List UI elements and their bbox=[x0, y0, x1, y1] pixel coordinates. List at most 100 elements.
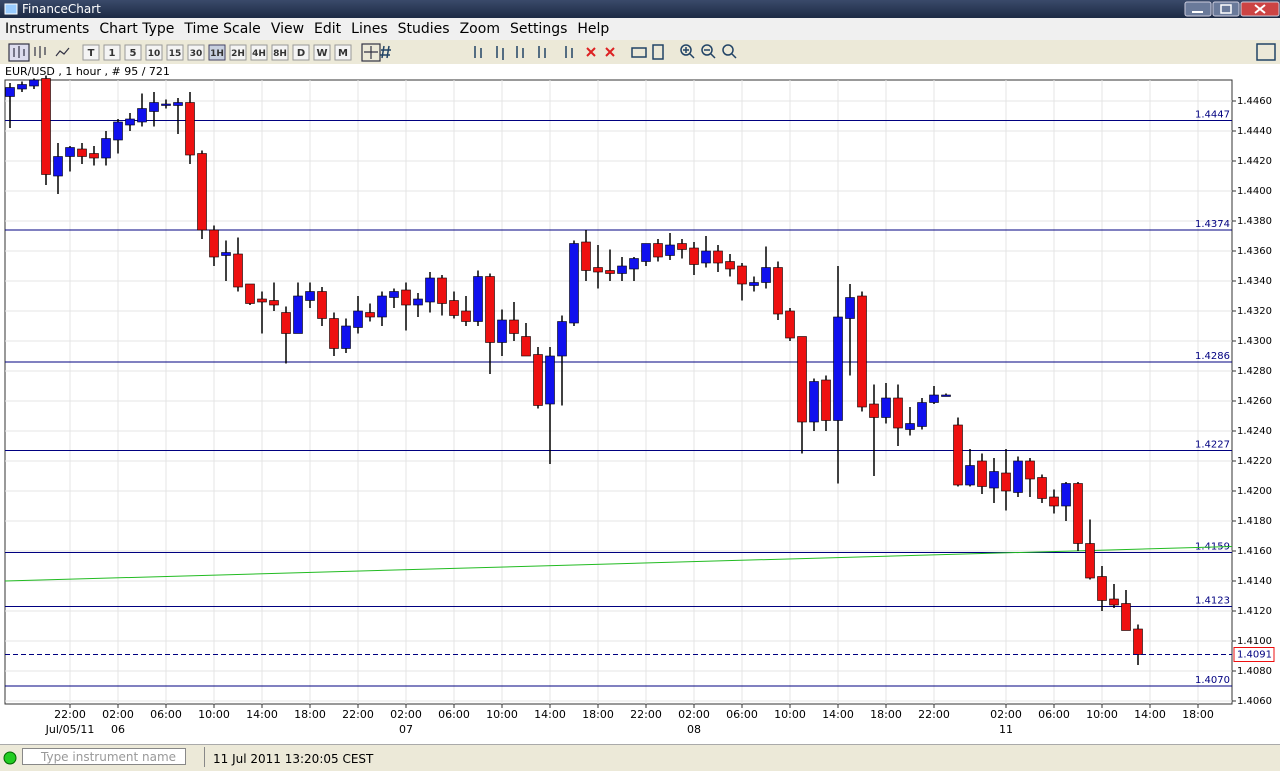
zoom-in-button[interactable] bbox=[680, 44, 692, 56]
candle-body bbox=[353, 310, 363, 328]
candle-body bbox=[833, 316, 843, 421]
x-tick-label: 14:00 bbox=[534, 708, 566, 721]
candle-body bbox=[497, 319, 507, 343]
candle-body bbox=[857, 295, 867, 408]
grid-button[interactable] bbox=[380, 45, 391, 59]
maximize-button[interactable] bbox=[1212, 1, 1240, 17]
zoom-out-button[interactable] bbox=[701, 44, 713, 56]
candle-body bbox=[1073, 483, 1083, 544]
candle-body bbox=[485, 276, 495, 343]
window-title: FinanceChart bbox=[22, 2, 101, 16]
candle-body bbox=[257, 298, 267, 303]
timeframe-button[interactable] bbox=[313, 44, 331, 61]
timeframe-button[interactable] bbox=[334, 44, 352, 61]
level-label: 1.4286 bbox=[1195, 351, 1230, 362]
delete-all-button[interactable] bbox=[605, 47, 615, 57]
y-tick-label: 1.4080 bbox=[1237, 666, 1272, 677]
timeframe-button[interactable] bbox=[124, 44, 142, 61]
candle-body bbox=[641, 243, 651, 262]
candle-body bbox=[161, 103, 171, 106]
window-controls bbox=[1184, 1, 1280, 17]
line-chart-button[interactable] bbox=[55, 47, 70, 57]
menu-item[interactable]: Help bbox=[577, 21, 610, 37]
candle-body bbox=[557, 321, 567, 357]
candle-body bbox=[953, 424, 963, 486]
candle-body bbox=[197, 153, 207, 231]
timeframe-label[interactable]: 15 bbox=[169, 49, 182, 59]
candle-body bbox=[533, 354, 543, 406]
candle-body bbox=[377, 295, 387, 318]
timeframe-button[interactable] bbox=[208, 44, 226, 61]
menu-item[interactable]: View bbox=[270, 21, 305, 37]
y-tick-label: 1.4280 bbox=[1237, 366, 1272, 377]
y-tick-label: 1.4240 bbox=[1237, 426, 1272, 437]
y-tick-label: 1.4340 bbox=[1237, 276, 1272, 287]
timeframe-button[interactable] bbox=[250, 44, 268, 61]
toolbar-icons: T 1 5 10 15 30 1H 2H 4H 8H D W M bbox=[8, 43, 1276, 62]
timeframe-button[interactable] bbox=[82, 44, 100, 61]
timeframe-label[interactable]: 1 bbox=[109, 48, 116, 59]
y-tick-label: 1.4120 bbox=[1237, 606, 1272, 617]
instrument-search[interactable]: Type instrument name bbox=[22, 748, 186, 765]
candle-body bbox=[1025, 460, 1035, 480]
menu-item[interactable]: Settings bbox=[509, 21, 568, 37]
candle-body bbox=[281, 312, 291, 334]
candle-body bbox=[305, 291, 315, 301]
timeframe-button[interactable] bbox=[103, 44, 121, 61]
delete-button[interactable] bbox=[586, 47, 596, 57]
study-buttons[interactable] bbox=[474, 46, 546, 60]
candle-body bbox=[365, 312, 375, 318]
candle-body bbox=[1061, 483, 1071, 507]
timeframe-button[interactable] bbox=[145, 44, 163, 61]
candle-body bbox=[593, 267, 603, 273]
menu-item[interactable]: Instruments bbox=[5, 21, 90, 37]
timeframe-label[interactable]: 8H bbox=[273, 49, 287, 59]
menu-item[interactable]: Chart Type bbox=[99, 21, 175, 37]
delete-line-button[interactable] bbox=[565, 46, 573, 58]
timeframe-label[interactable]: 30 bbox=[190, 49, 203, 59]
timeframe-button[interactable] bbox=[229, 44, 247, 61]
candle-body bbox=[581, 241, 591, 271]
candle-body bbox=[473, 276, 483, 322]
candle-body bbox=[725, 261, 735, 270]
panel-button[interactable] bbox=[1256, 43, 1276, 61]
timeframe-label[interactable]: 4H bbox=[252, 49, 266, 59]
timeframe-button[interactable] bbox=[271, 44, 289, 61]
timeframe-label[interactable]: D bbox=[297, 48, 305, 59]
toolbar: T 1 5 10 15 30 1H 2H 4H 8H D W M bbox=[0, 40, 1280, 65]
timeframe-button[interactable] bbox=[187, 44, 205, 61]
menu-item[interactable]: Zoom bbox=[459, 21, 500, 37]
zoom-fit-button[interactable] bbox=[722, 44, 734, 56]
candle-body bbox=[1037, 477, 1047, 499]
menu-item[interactable]: Studies bbox=[397, 21, 450, 37]
menu-item[interactable]: Edit bbox=[314, 21, 342, 37]
candle-body bbox=[689, 247, 699, 265]
menu-item[interactable]: Time Scale bbox=[184, 21, 261, 37]
timeframe-label[interactable]: 1H bbox=[210, 49, 224, 59]
y-tick-label: 1.4200 bbox=[1237, 486, 1272, 497]
preview-button[interactable] bbox=[652, 44, 664, 60]
timeframe-label[interactable]: T bbox=[88, 48, 95, 59]
print-button[interactable] bbox=[631, 47, 647, 58]
timeframe-label[interactable]: M bbox=[338, 48, 348, 59]
candle-body bbox=[785, 310, 795, 339]
crosshair-button[interactable] bbox=[361, 43, 381, 62]
timeframe-button[interactable] bbox=[292, 44, 310, 61]
timeframe-label[interactable]: W bbox=[316, 48, 327, 59]
timeframe-button[interactable] bbox=[166, 44, 184, 61]
candle-body bbox=[449, 300, 459, 316]
timeframe-label[interactable]: 5 bbox=[130, 48, 137, 59]
ohlc-button[interactable] bbox=[34, 46, 46, 58]
timeframe-label[interactable]: 2H bbox=[231, 49, 245, 59]
candle-body bbox=[293, 295, 303, 334]
y-tick-label: 1.4360 bbox=[1237, 246, 1272, 257]
candle-body bbox=[401, 289, 411, 306]
minimize-button[interactable] bbox=[1184, 1, 1212, 17]
candle-body bbox=[917, 402, 927, 427]
menu-item[interactable]: Lines bbox=[351, 21, 388, 37]
timeframe-label[interactable]: 10 bbox=[148, 49, 161, 59]
candle-body bbox=[425, 277, 435, 303]
title-bar: FinanceChart bbox=[0, 0, 1280, 18]
candle-body bbox=[977, 460, 987, 487]
x-tick-label: 14:00 bbox=[246, 708, 278, 721]
